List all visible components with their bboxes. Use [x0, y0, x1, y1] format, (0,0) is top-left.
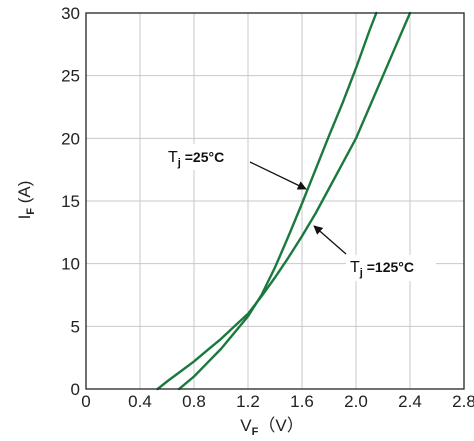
x-axis-label: VF（V） [240, 416, 303, 438]
x-tick-label: 0 [81, 392, 90, 411]
y-tick-label: 0 [71, 380, 80, 399]
y-axis-label: IF (A) [15, 181, 37, 220]
x-tick-label: 2.8 [452, 392, 474, 411]
y-tick-label: 5 [71, 317, 80, 336]
grid [85, 12, 465, 390]
y-tick-labels: 0 5 10 15 20 25 30 [61, 4, 80, 399]
plot-frame [85, 12, 465, 390]
annotation-tj-25-label: Tj =25°C [168, 149, 224, 169]
x-tick-labels: 0 0.4 0.8 1.2 1.6 2.0 2.4 2.8 [81, 392, 474, 411]
annotation-tj-125-label: Tj =125°C [350, 259, 414, 279]
series-group [156, 11, 412, 391]
series-line-2 [156, 11, 412, 391]
x-tick-label: 2.4 [398, 392, 422, 411]
series-line-1 [177, 11, 378, 391]
annotation-tj-25-arrow [249, 161, 307, 190]
annotation-tj-25: Tj =25°C [163, 144, 307, 190]
y-tick-label: 20 [61, 129, 80, 148]
y-tick-label: 30 [61, 4, 80, 23]
annotation-tj-125: Tj =125°C [313, 225, 436, 281]
x-tick-label: 0.4 [128, 392, 152, 411]
y-tick-label: 10 [61, 255, 80, 274]
x-tick-label: 2.0 [344, 392, 368, 411]
x-tick-label: 1.2 [236, 392, 260, 411]
annotation-tj-125-arrow [313, 225, 347, 255]
y-tick-label: 15 [61, 192, 80, 211]
y-tick-label: 25 [61, 67, 80, 86]
x-tick-label: 1.6 [290, 392, 314, 411]
x-tick-label: 0.8 [182, 392, 206, 411]
